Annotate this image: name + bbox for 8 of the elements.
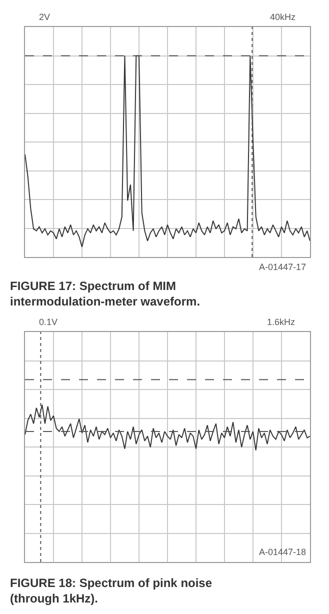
text: 0.1V xyxy=(39,317,58,327)
text: FIGURE 17: Spectrum of MIM intermodulation-meter waveform. xyxy=(10,279,200,309)
text: 1.6kHz xyxy=(267,317,296,327)
text: FIGURE 18: Spectrum of pink noise (through 1kHz). xyxy=(10,576,212,606)
annotation: A-01447-18 xyxy=(259,547,306,557)
text: 40kHz xyxy=(270,12,296,22)
text: 2V xyxy=(39,12,50,22)
text: A-01447-17 xyxy=(259,262,306,272)
